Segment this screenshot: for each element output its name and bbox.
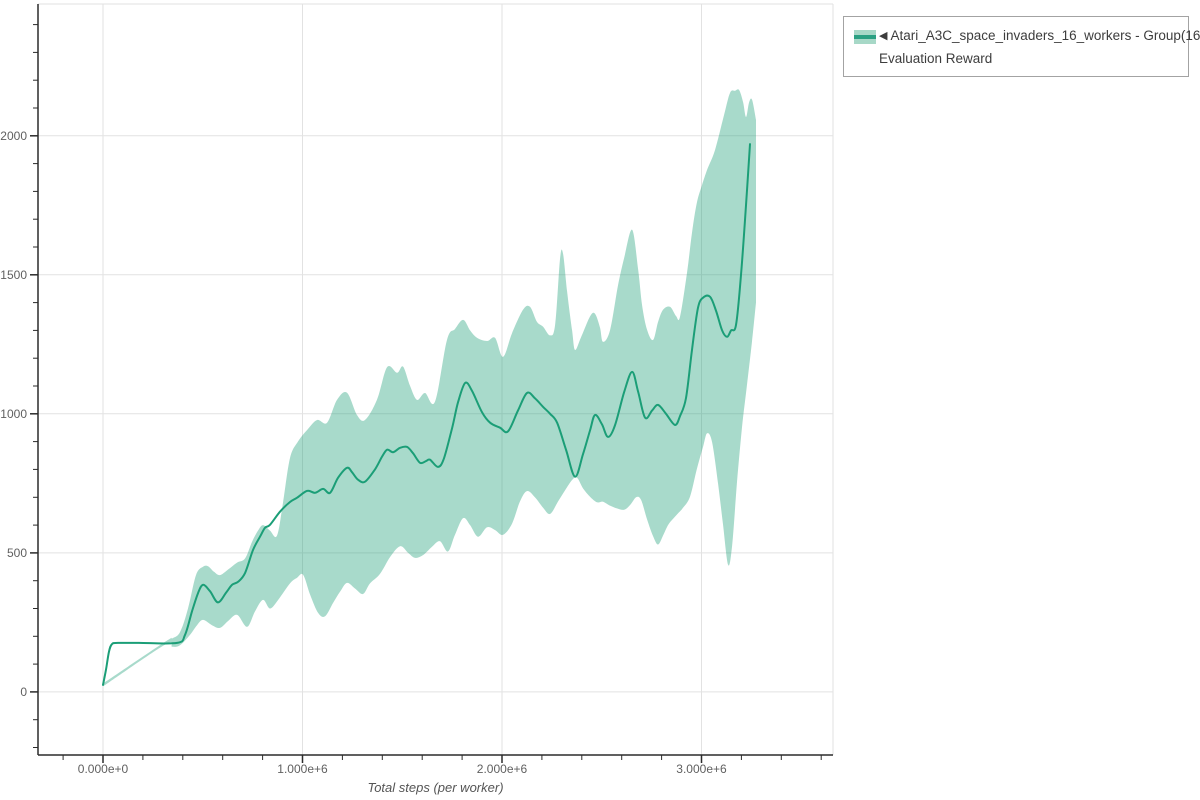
legend[interactable]: ◀ Atari_A3C_space_invaders_16_workers - … <box>843 16 1200 77</box>
legend-series-line1: ◀ Atari_A3C_space_invaders_16_workers - … <box>879 24 1200 47</box>
x-axis-title: Total steps (per worker) <box>367 780 503 795</box>
y-tick-label: 1000 <box>0 407 27 421</box>
x-tick-label: 3.000e+6 <box>676 762 727 776</box>
confidence-band <box>103 89 756 687</box>
x-tick-label: 1.000e+6 <box>277 762 328 776</box>
reward-line <box>102 143 751 686</box>
x-tick-label: 0.000e+0 <box>78 762 129 776</box>
y-tick-label: 1500 <box>0 268 27 282</box>
y-tick-label: 2000 <box>0 129 27 143</box>
y-tick-label: 0 <box>20 685 27 699</box>
legend-swatch-icon <box>854 30 876 44</box>
legend-series-line2: Evaluation Reward <box>879 51 993 66</box>
legend-series-name: Atari_A3C_space_invaders_16_workers - Gr… <box>890 28 1200 43</box>
legend-text: ◀ Atari_A3C_space_invaders_16_workers - … <box>879 17 1200 70</box>
y-tick-label: 500 <box>7 546 27 560</box>
collapse-triangle-icon: ◀ <box>879 30 888 42</box>
legend-swatch-line-icon <box>854 35 876 39</box>
x-tick-label: 2.000e+6 <box>477 762 528 776</box>
